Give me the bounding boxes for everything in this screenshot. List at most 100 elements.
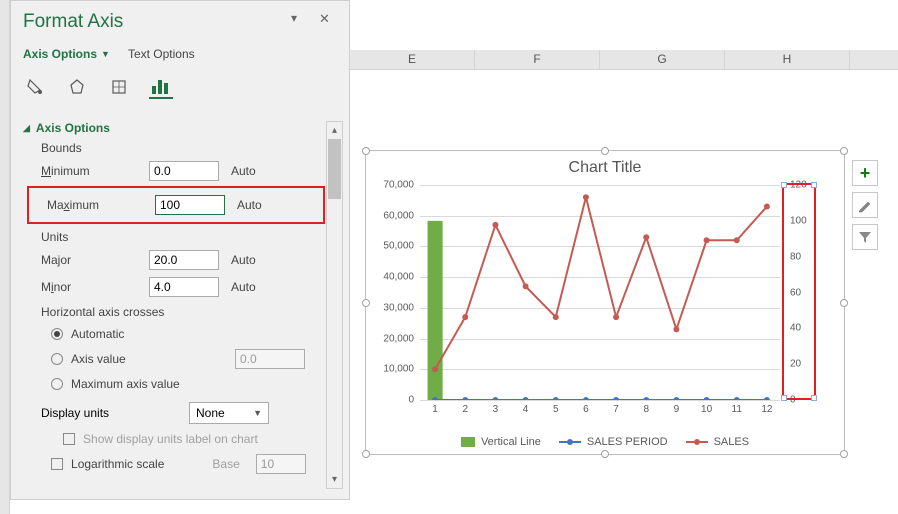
minimum-label: Minimum (41, 164, 141, 178)
crosses-maximum[interactable]: Maximum axis value (51, 374, 325, 394)
row-headers (0, 0, 10, 514)
x-axis-label: 7 (613, 404, 619, 415)
scroll-up-icon[interactable]: ▴ (327, 122, 342, 139)
major-auto-button[interactable]: Auto (231, 253, 271, 267)
pane-scrollbar[interactable]: ▴ ▾ (326, 121, 343, 489)
logarithmic-check[interactable]: Logarithmic scale Base (51, 454, 325, 474)
resize-handle[interactable] (601, 147, 609, 155)
y-axis-label: 40,000 (383, 272, 414, 283)
size-properties-icon[interactable] (107, 75, 131, 99)
legend-label: SALES (714, 436, 749, 448)
axis-sel-handle[interactable] (811, 182, 817, 188)
scroll-down-icon[interactable]: ▾ (327, 471, 342, 488)
chart-svg (420, 185, 782, 400)
resize-handle[interactable] (840, 299, 848, 307)
x-axis-label: 1 (432, 404, 438, 415)
units-label: Units (41, 230, 325, 244)
legend-swatch-icon (461, 437, 475, 447)
tab-axis-options-label: Axis Options (23, 47, 97, 61)
crosses-axis-value[interactable]: Axis value (51, 349, 325, 369)
close-icon[interactable]: ✕ (319, 11, 335, 27)
x-axis-label: 3 (493, 404, 499, 415)
col-G[interactable]: G (600, 50, 725, 69)
resize-handle[interactable] (362, 450, 370, 458)
minor-label: Minor (41, 280, 141, 294)
pane-options-dropdown-icon[interactable]: ▾ (291, 11, 307, 27)
minimum-auto-button[interactable]: Auto (231, 164, 271, 178)
minor-input[interactable] (149, 277, 219, 297)
maximum-auto-button[interactable]: Auto (237, 198, 277, 212)
x-axis-label: 10 (701, 404, 712, 415)
resize-handle[interactable] (601, 450, 609, 458)
plot-area[interactable]: 010,00020,00030,00040,00050,00060,00070,… (420, 185, 780, 398)
section-axis-options[interactable]: ◢ Axis Options (23, 121, 325, 135)
chart-legend[interactable]: Vertical Line SALES PERIOD SALES (366, 436, 844, 448)
minimum-row: Minimum Auto (41, 159, 325, 183)
column-headers: E F G H (350, 50, 898, 70)
axis-sel-handle[interactable] (781, 395, 787, 401)
collapse-arrow-icon: ◢ (23, 123, 30, 134)
bounds-label: Bounds (41, 141, 325, 155)
display-units-dropdown[interactable]: None ▼ (189, 402, 269, 424)
display-units-row: Display units None ▼ (41, 402, 325, 424)
x-axis-label: 6 (583, 404, 589, 415)
resize-handle[interactable] (362, 147, 370, 155)
tab-axis-options[interactable]: Axis Options ▼ (23, 47, 110, 61)
radio-icon (51, 353, 63, 365)
col-F[interactable]: F (475, 50, 600, 69)
category-icons (23, 75, 337, 99)
axis-sel-handle[interactable] (811, 395, 817, 401)
crosses-label: Horizontal axis crosses (41, 305, 325, 319)
x-axis-label: 2 (462, 404, 468, 415)
axis-sel-handle[interactable] (781, 182, 787, 188)
x-axis-label: 5 (553, 404, 559, 415)
x-axis-label: 4 (523, 404, 529, 415)
y-axis-label: 30,000 (383, 302, 414, 313)
axis-value-input (235, 349, 305, 369)
axis-options-icon[interactable] (149, 75, 173, 99)
chart-filters-button[interactable] (852, 224, 878, 250)
maximum-input[interactable] (155, 195, 225, 215)
radio-icon (51, 378, 63, 390)
y-axis-label: 20,000 (383, 333, 414, 344)
fill-line-icon[interactable] (23, 75, 47, 99)
maximum-highlight: Maximum Auto (27, 186, 325, 224)
minimum-input[interactable] (149, 161, 219, 181)
major-input[interactable] (149, 250, 219, 270)
show-units-label-check: Show display units label on chart (63, 429, 325, 449)
minor-auto-button[interactable]: Auto (231, 280, 271, 294)
chart-title[interactable]: Chart Title (366, 159, 844, 177)
y-axis-label: 0 (408, 395, 414, 406)
format-axis-pane: Format Axis ▾ ✕ Axis Options ▼ Text Opti… (10, 0, 350, 500)
resize-handle[interactable] (840, 450, 848, 458)
pane-title: Format Axis (23, 11, 337, 33)
chart-styles-button[interactable] (852, 192, 878, 218)
minor-row: Minor Auto (41, 275, 325, 299)
scroll-thumb[interactable] (328, 139, 341, 199)
chart-elements-button[interactable]: + (852, 160, 878, 186)
legend-label: SALES PERIOD (587, 436, 668, 448)
x-axis-label: 8 (643, 404, 649, 415)
chart-object[interactable]: Chart Title 010,00020,00030,00040,00050,… (365, 150, 845, 455)
display-units-value: None (196, 406, 225, 420)
legend-sales[interactable]: SALES (686, 436, 749, 448)
chart-side-buttons: + (852, 160, 878, 250)
tab-text-options[interactable]: Text Options (128, 47, 195, 61)
resize-handle[interactable] (362, 299, 370, 307)
y-axis-label: 50,000 (383, 241, 414, 252)
radio-icon (51, 328, 63, 340)
y-axis-label: 10,000 (383, 364, 414, 375)
legend-swatch-icon (559, 441, 581, 443)
section-label: Axis Options (36, 121, 110, 135)
legend-sales-period[interactable]: SALES PERIOD (559, 436, 668, 448)
legend-vertical-line[interactable]: Vertical Line (461, 436, 541, 448)
effects-icon[interactable] (65, 75, 89, 99)
legend-label: Vertical Line (481, 436, 541, 448)
col-H[interactable]: H (725, 50, 850, 69)
col-E[interactable]: E (350, 50, 475, 69)
crosses-automatic[interactable]: Automatic (51, 324, 325, 344)
resize-handle[interactable] (840, 147, 848, 155)
y-axis-label: 70,000 (383, 180, 414, 191)
checkbox-icon (51, 458, 63, 470)
display-units-label: Display units (41, 406, 181, 420)
